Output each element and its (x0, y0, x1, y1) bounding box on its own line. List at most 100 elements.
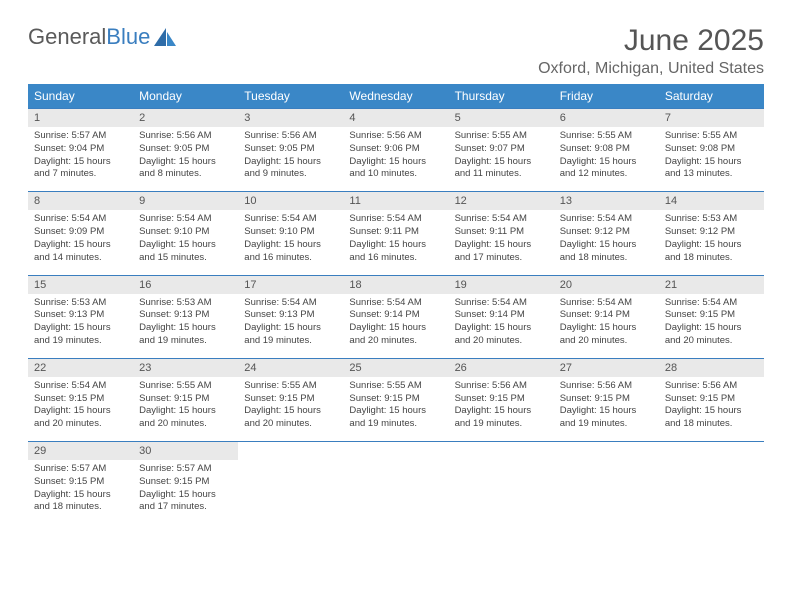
sunset-line: Sunset: 9:08 PM (665, 143, 758, 156)
calendar-page: GeneralBlue June 2025 Oxford, Michigan, … (0, 0, 792, 548)
day-number-cell (238, 442, 343, 461)
daylight-line: Daylight: 15 hours and 20 minutes. (244, 405, 337, 431)
day-number-cell: 29 (28, 442, 133, 461)
sunset-line: Sunset: 9:15 PM (244, 393, 337, 406)
calendar-table: SundayMondayTuesdayWednesdayThursdayFrid… (28, 84, 764, 524)
daylight-line: Daylight: 15 hours and 20 minutes. (455, 322, 548, 348)
day-number-row: 1234567 (28, 109, 764, 128)
sunset-line: Sunset: 9:04 PM (34, 143, 127, 156)
sunrise-line: Sunrise: 5:54 AM (455, 213, 548, 226)
sunrise-line: Sunrise: 5:55 AM (349, 380, 442, 393)
logo-text: GeneralBlue (28, 24, 150, 50)
sunrise-line: Sunrise: 5:54 AM (665, 297, 758, 310)
daylight-line: Daylight: 15 hours and 19 minutes. (560, 405, 653, 431)
daylight-line: Daylight: 15 hours and 18 minutes. (665, 239, 758, 265)
sunrise-line: Sunrise: 5:54 AM (349, 213, 442, 226)
sunset-line: Sunset: 9:14 PM (455, 309, 548, 322)
sunrise-line: Sunrise: 5:53 AM (34, 297, 127, 310)
day-number-cell (343, 442, 448, 461)
day-number-cell: 12 (449, 192, 554, 211)
sunset-line: Sunset: 9:15 PM (665, 309, 758, 322)
weekday-header: Saturday (659, 84, 764, 109)
daylight-line: Daylight: 15 hours and 17 minutes. (139, 489, 232, 515)
day-number-cell: 17 (238, 275, 343, 294)
sunset-line: Sunset: 9:15 PM (455, 393, 548, 406)
logo-word1: General (28, 24, 106, 49)
daylight-line: Daylight: 15 hours and 19 minutes. (34, 322, 127, 348)
day-number-row: 15161718192021 (28, 275, 764, 294)
day-detail-cell (554, 460, 659, 524)
weekday-header: Sunday (28, 84, 133, 109)
daylight-line: Daylight: 15 hours and 19 minutes. (244, 322, 337, 348)
daylight-line: Daylight: 15 hours and 7 minutes. (34, 156, 127, 182)
daylight-line: Daylight: 15 hours and 12 minutes. (560, 156, 653, 182)
day-detail-cell: Sunrise: 5:53 AMSunset: 9:13 PMDaylight:… (28, 294, 133, 359)
day-detail-cell: Sunrise: 5:54 AMSunset: 9:13 PMDaylight:… (238, 294, 343, 359)
sunset-line: Sunset: 9:10 PM (139, 226, 232, 239)
day-number-cell: 28 (659, 358, 764, 377)
sunset-line: Sunset: 9:15 PM (34, 476, 127, 489)
day-number-cell: 27 (554, 358, 659, 377)
sunrise-line: Sunrise: 5:56 AM (665, 380, 758, 393)
daylight-line: Daylight: 15 hours and 20 minutes. (34, 405, 127, 431)
sunset-line: Sunset: 9:14 PM (349, 309, 442, 322)
sunrise-line: Sunrise: 5:54 AM (34, 213, 127, 226)
day-number-cell: 18 (343, 275, 448, 294)
daylight-line: Daylight: 15 hours and 20 minutes. (665, 322, 758, 348)
page-title: June 2025 (538, 24, 764, 58)
day-number-cell: 8 (28, 192, 133, 211)
day-number-cell: 2 (133, 109, 238, 128)
sunset-line: Sunset: 9:15 PM (560, 393, 653, 406)
day-detail-cell: Sunrise: 5:53 AMSunset: 9:12 PMDaylight:… (659, 210, 764, 275)
weekday-header: Monday (133, 84, 238, 109)
day-number-row: 891011121314 (28, 192, 764, 211)
day-number-row: 22232425262728 (28, 358, 764, 377)
daylight-line: Daylight: 15 hours and 10 minutes. (349, 156, 442, 182)
day-detail-cell (238, 460, 343, 524)
day-number-cell: 23 (133, 358, 238, 377)
day-detail-cell (449, 460, 554, 524)
day-number-cell: 5 (449, 109, 554, 128)
daylight-line: Daylight: 15 hours and 20 minutes. (139, 405, 232, 431)
sunset-line: Sunset: 9:10 PM (244, 226, 337, 239)
daylight-line: Daylight: 15 hours and 18 minutes. (560, 239, 653, 265)
day-detail-row: Sunrise: 5:53 AMSunset: 9:13 PMDaylight:… (28, 294, 764, 359)
daylight-line: Daylight: 15 hours and 19 minutes. (349, 405, 442, 431)
sunset-line: Sunset: 9:13 PM (244, 309, 337, 322)
day-detail-cell: Sunrise: 5:54 AMSunset: 9:14 PMDaylight:… (343, 294, 448, 359)
sunrise-line: Sunrise: 5:55 AM (244, 380, 337, 393)
sunset-line: Sunset: 9:13 PM (34, 309, 127, 322)
day-number-cell: 24 (238, 358, 343, 377)
day-number-cell: 9 (133, 192, 238, 211)
daylight-line: Daylight: 15 hours and 20 minutes. (560, 322, 653, 348)
day-detail-cell: Sunrise: 5:54 AMSunset: 9:09 PMDaylight:… (28, 210, 133, 275)
sunset-line: Sunset: 9:05 PM (244, 143, 337, 156)
sunrise-line: Sunrise: 5:54 AM (244, 213, 337, 226)
sunrise-line: Sunrise: 5:55 AM (665, 130, 758, 143)
sunrise-line: Sunrise: 5:53 AM (665, 213, 758, 226)
day-detail-cell: Sunrise: 5:54 AMSunset: 9:11 PMDaylight:… (343, 210, 448, 275)
sunrise-line: Sunrise: 5:55 AM (139, 380, 232, 393)
daylight-line: Daylight: 15 hours and 19 minutes. (139, 322, 232, 348)
sunrise-line: Sunrise: 5:54 AM (560, 297, 653, 310)
day-detail-row: Sunrise: 5:57 AMSunset: 9:04 PMDaylight:… (28, 127, 764, 192)
sunrise-line: Sunrise: 5:57 AM (34, 463, 127, 476)
day-number-cell: 14 (659, 192, 764, 211)
page-header: GeneralBlue June 2025 Oxford, Michigan, … (28, 24, 764, 78)
weekday-header: Tuesday (238, 84, 343, 109)
daylight-line: Daylight: 15 hours and 18 minutes. (34, 489, 127, 515)
sunset-line: Sunset: 9:11 PM (455, 226, 548, 239)
page-subtitle: Oxford, Michigan, United States (538, 60, 764, 78)
day-detail-cell: Sunrise: 5:54 AMSunset: 9:14 PMDaylight:… (449, 294, 554, 359)
day-detail-cell: Sunrise: 5:54 AMSunset: 9:10 PMDaylight:… (133, 210, 238, 275)
logo: GeneralBlue (28, 24, 178, 50)
day-number-cell: 21 (659, 275, 764, 294)
sunset-line: Sunset: 9:05 PM (139, 143, 232, 156)
day-detail-cell: Sunrise: 5:54 AMSunset: 9:15 PMDaylight:… (28, 377, 133, 442)
day-detail-row: Sunrise: 5:57 AMSunset: 9:15 PMDaylight:… (28, 460, 764, 524)
daylight-line: Daylight: 15 hours and 17 minutes. (455, 239, 548, 265)
day-detail-cell: Sunrise: 5:55 AMSunset: 9:07 PMDaylight:… (449, 127, 554, 192)
day-detail-cell: Sunrise: 5:53 AMSunset: 9:13 PMDaylight:… (133, 294, 238, 359)
day-number-cell: 25 (343, 358, 448, 377)
weekday-header: Thursday (449, 84, 554, 109)
